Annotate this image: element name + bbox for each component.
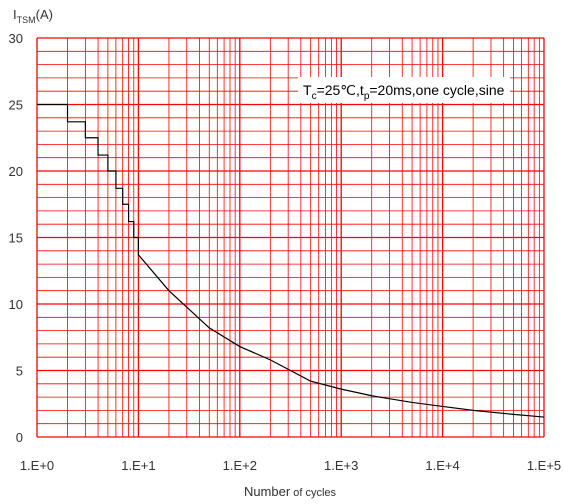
x-tick-label: 1.E+0 [20,458,54,473]
y-tick-label: 25 [9,98,23,113]
y-axis-title: ITSM(A) [13,7,53,25]
grid [36,37,545,438]
annotation-subscript: c [312,91,317,102]
y-axis-title-sub: TSM [17,15,36,25]
x-tick-label: 1.E+5 [527,458,561,473]
series-line [37,103,545,418]
x-tick-label: 1.E+2 [223,458,257,473]
annotation-part: =25℃,t [317,82,364,98]
y-tick-label: 15 [9,231,23,246]
x-tick-labels: 1.E+0 1.E+1 1.E+2 1.E+3 1.E+4 1.E+5 [20,458,561,473]
annotation-box: Tc=25℃,tp=20ms,one cycle,sine [298,77,510,103]
y-tick-label: 30 [9,31,23,46]
x-axis-title: Number of cycles [244,484,337,499]
y-axis-title-unit: (A) [36,7,53,22]
x-tick-label: 1.E+1 [121,458,155,473]
annotation-part: T [303,82,312,98]
series-layer [37,103,545,418]
y-tick-label: 10 [9,297,23,312]
y-tick-label: 0 [16,430,23,445]
x-tick-label: 1.E+3 [324,458,358,473]
annotation-subscript: p [364,91,370,102]
x-axis-title-main: Number [244,484,291,499]
x-axis-title-small: of cycles [290,487,336,499]
annotation-background [298,77,510,103]
x-tick-label: 1.E+4 [425,458,459,473]
y-axis-title-main: I [13,7,17,22]
annotation-part: =20ms,one cycle,sine [369,82,504,98]
annotation-text: Tc=25℃,tp=20ms,one cycle,sine [303,82,505,102]
y-tick-labels: 0 5 10 15 20 25 30 [9,31,23,445]
y-tick-label: 5 [16,364,23,379]
y-tick-label: 20 [9,164,23,179]
